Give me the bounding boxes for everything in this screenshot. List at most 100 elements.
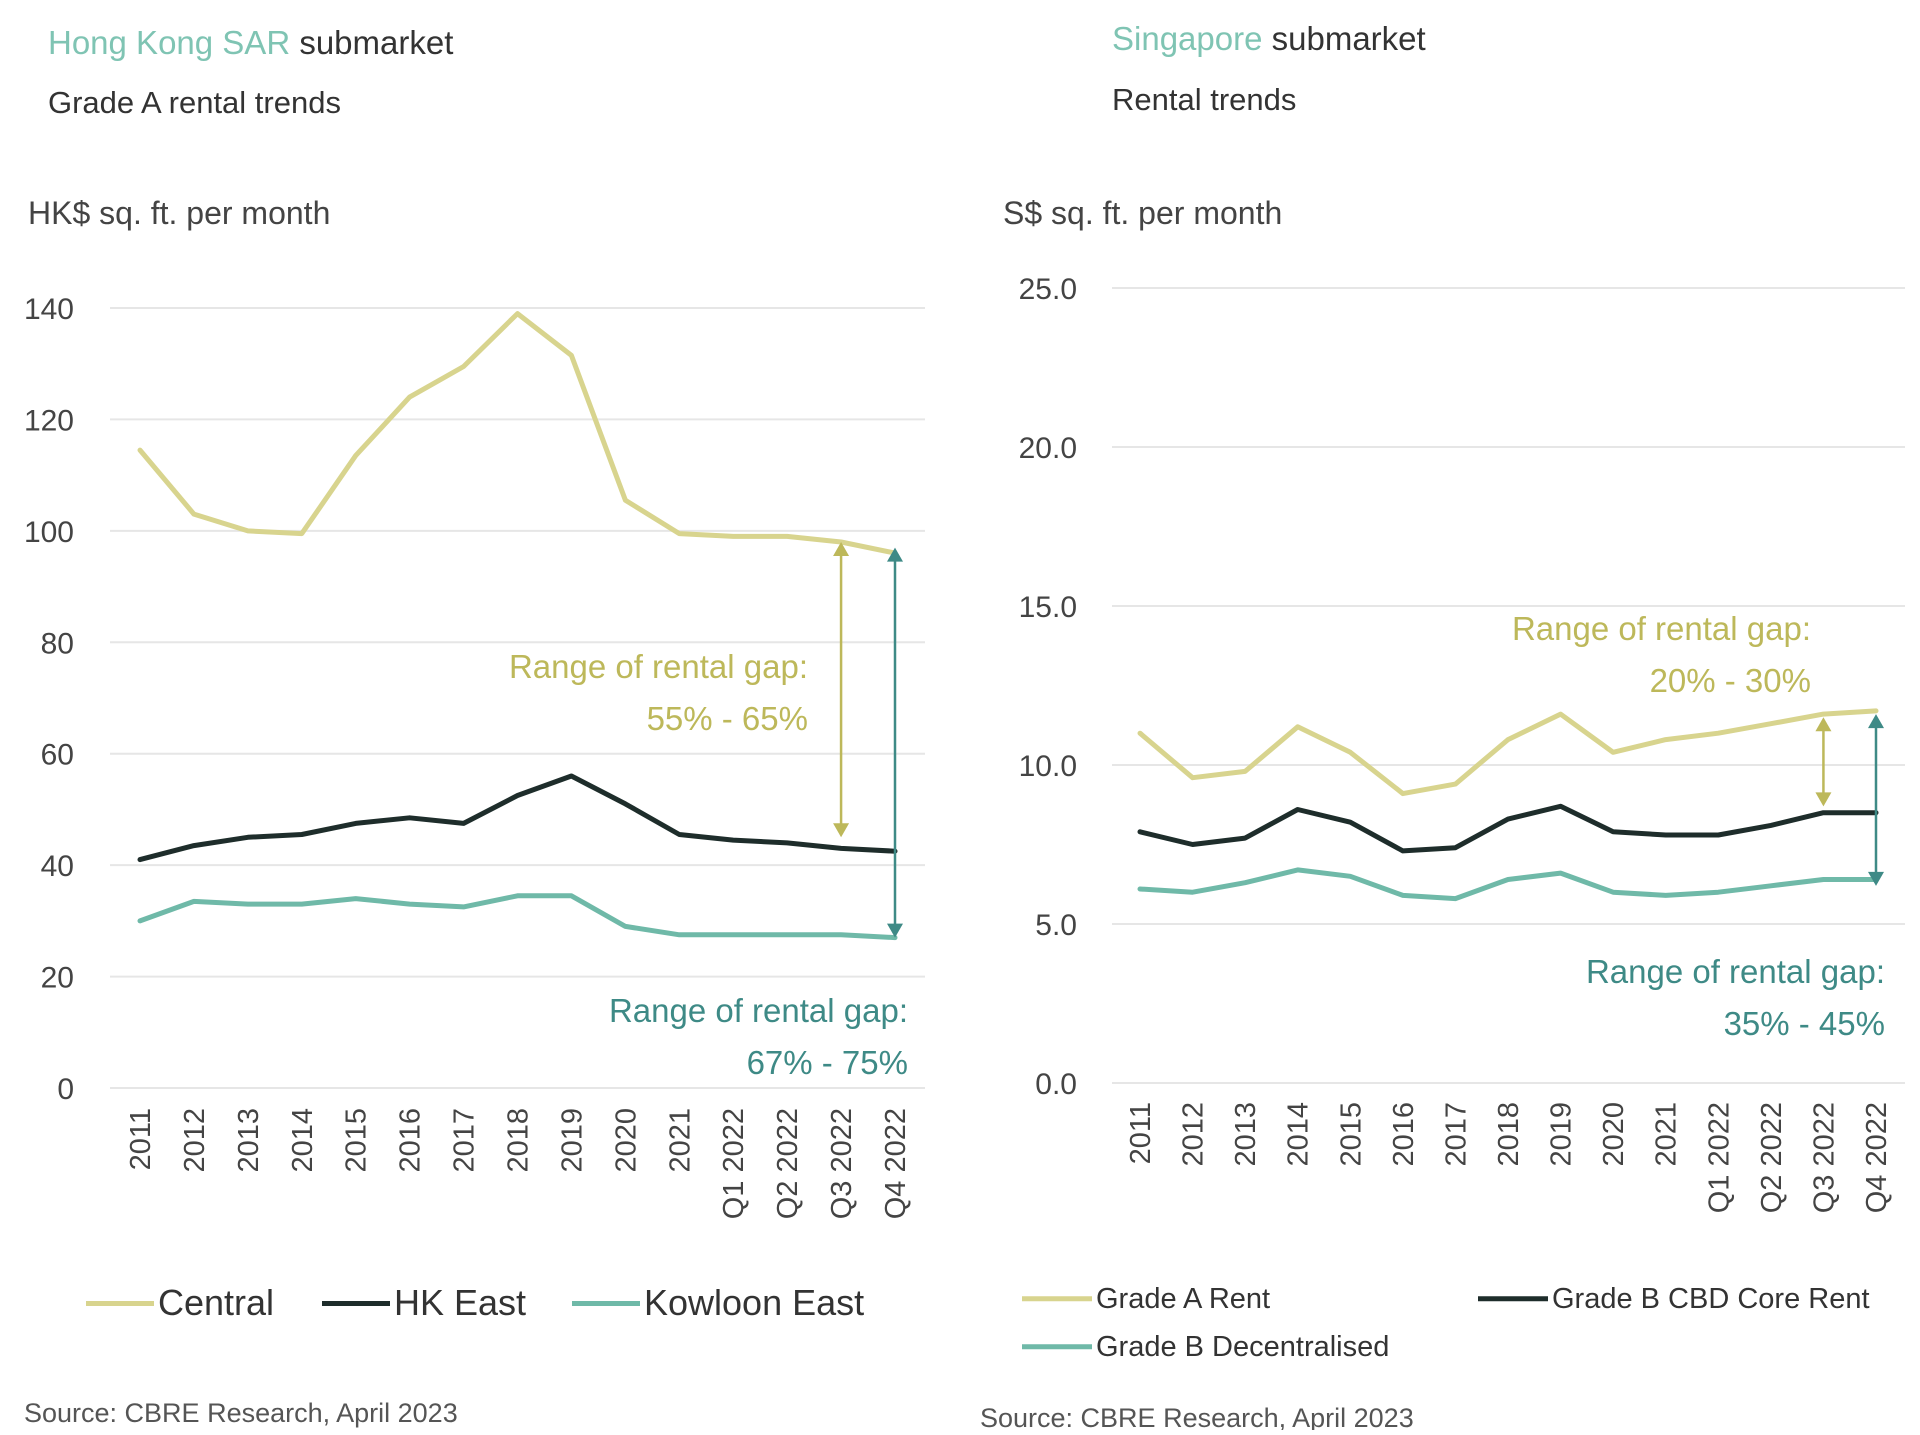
left-x-tick-labels: 2011 2012 2013 2014 2015 2016 2017 2018 2019 2020… [125,1108,912,1219]
left-x-tick-label: 2012 [179,1108,211,1173]
right-annotations: Range of rental gap: 20% - 30% Range of re… [1512,610,1885,1042]
right-x-tick-label: Q4 2022 [1861,1102,1893,1213]
left-gap-arrow-head-bottom [833,823,850,838]
right-legend-label-grade-a-rent: Grade A Rent [1096,1283,1270,1315]
right-gap-arrow-head-top [1815,717,1832,732]
left-subtitle: Grade A rental trends [48,85,341,120]
right-x-tick-label: 2017 [1440,1102,1472,1167]
right-legend-label-grade-b-cbd-core-rent: Grade B CBD Core Rent [1552,1283,1870,1315]
left-x-tick-label: 2021 [664,1108,696,1173]
right-chart: 0.05.010.015.020.025.0 2011 2012 2013 2014 2… [1019,273,1905,1363]
left-annotations: Range of rental gap: 55% - 65% Range of re… [509,542,908,1081]
right-gridlines [1112,287,1905,1084]
right-y-tick-label: 0.0 [1035,1068,1077,1101]
left-y-tick-label: 60 [41,739,74,772]
left-source: Source: CBRE Research, April 2023 [24,1398,458,1428]
right-x-tick-label: 2014 [1283,1102,1315,1167]
left-y-tick-label: 0 [57,1073,74,1106]
right-title-rest: submarket [1262,20,1425,57]
left-x-tick-label: 2018 [503,1108,535,1173]
right-x-tick-label: 2020 [1598,1102,1630,1167]
right-series-grade-b-decentralised [1137,867,1879,902]
left-x-tick-label: Q1 2022 [718,1108,750,1219]
right-gap-arrow-head-bottom [1868,871,1884,886]
left-y-tick-label: 20 [41,962,74,995]
right-y-tick-label: 5.0 [1035,909,1077,942]
right-gap-value: 35% - 45% [1724,1005,1885,1042]
right-gap-value: 20% - 30% [1650,662,1811,699]
left-series-hk-east [137,773,898,863]
right-series-grade-a-rent [1137,708,1879,797]
right-x-tick-label: 2013 [1230,1102,1262,1167]
right-x-tick-label: 2019 [1546,1102,1578,1167]
left-x-tick-label: Q2 2022 [772,1108,804,1219]
left-x-tick-label: 2016 [395,1108,427,1173]
right-y-tick-label: 20.0 [1019,432,1077,465]
right-title-accent: Singapore [1112,20,1262,57]
left-y-tick-labels: 0 20 40 60 80 100 120 140 [24,293,74,1106]
left-x-tick-label: 2015 [341,1108,373,1173]
right-gap-arrow-head-bottom [1815,792,1832,807]
left-series-kowloon-east [137,893,898,941]
right-y-tick-label: 25.0 [1019,273,1077,306]
right-subtitle: Rental trends [1112,82,1296,117]
right-x-tick-label: 2011 [1125,1102,1157,1164]
left-gap-arrow-head-top [833,542,850,556]
left-title-accent: Hong Kong SAR [48,24,290,61]
left-series-central [137,311,898,556]
right-gap-arrow-head-top [1868,714,1884,729]
right-x-tick-label: 2018 [1493,1102,1525,1167]
left-x-tick-label: 2013 [233,1108,265,1173]
left-y-tick-label: 80 [41,627,74,660]
left-axis-unit: HK$ sq. ft. per month [28,195,330,231]
right-x-tick-labels: 2011 2012 2013 2014 2015 2016 2017 2018 2019 2020… [1125,1102,1893,1213]
left-x-tick-label: 2019 [556,1108,588,1173]
left-gap-label: Range of rental gap: [509,648,808,685]
left-series-lines [137,311,898,941]
right-x-tick-label: 2015 [1335,1102,1367,1167]
right-series-grade-b-cbd-core-rent [1137,803,1879,854]
left-y-tick-label: 120 [24,404,74,437]
right-x-tick-label: 2016 [1388,1102,1420,1167]
left-title-rest: submarket [290,24,453,61]
right-y-tick-labels: 0.0 5.0 10.0 15.0 20.0 25.0 [1019,273,1077,1101]
right-x-tick-label: 2012 [1178,1102,1210,1167]
left-gap-value: 55% - 65% [647,700,808,737]
left-legend-label-kowloon-east: Kowloon East [644,1282,864,1323]
left-y-tick-label: 140 [24,293,74,326]
left-y-tick-label: 40 [41,850,74,883]
right-legend-label-grade-b-decentralised: Grade B Decentralised [1096,1331,1389,1363]
left-x-tick-label: Q3 2022 [826,1108,858,1219]
left-x-tick-label: 2017 [449,1108,481,1173]
right-source: Source: CBRE Research, April 2023 [980,1403,1414,1430]
right-x-tick-label: Q3 2022 [1808,1102,1840,1213]
left-gap-arrow-head-bottom [887,923,903,938]
left-legend-label-hk-east: HK East [394,1282,526,1323]
right-x-tick-label: Q1 2022 [1703,1102,1735,1213]
right-x-tick-label: 2021 [1651,1102,1683,1167]
right-gap-label: Range of rental gap: [1586,953,1885,990]
left-x-tick-label: 2011 [125,1108,157,1170]
right-legend: Grade A Rent Grade B CBD Core Rent Grade B… [1022,1283,1870,1363]
left-x-tick-label: Q4 2022 [880,1108,912,1219]
left-x-tick-label: 2014 [287,1108,319,1173]
right-y-tick-label: 15.0 [1019,591,1077,624]
left-title: Hong Kong SAR submarket [48,24,453,61]
right-axis-unit: S$ sq. ft. per month [1003,195,1282,231]
right-title: Singapore submarket [1112,20,1426,57]
left-y-tick-label: 100 [24,516,74,549]
right-gap-label: Range of rental gap: [1512,610,1811,647]
right-series-lines [1137,708,1879,902]
left-gridlines [110,307,925,1089]
left-gap-arrow-head-top [887,547,903,562]
right-x-tick-label: Q2 2022 [1756,1102,1788,1213]
left-gap-label: Range of rental gap: [609,992,908,1029]
left-legend: Central HK East Kowloon East [86,1282,864,1323]
left-gap-value: 67% - 75% [747,1044,908,1081]
left-x-tick-label: 2020 [610,1108,642,1173]
left-legend-label-central: Central [158,1282,274,1323]
right-y-tick-label: 10.0 [1019,750,1077,783]
